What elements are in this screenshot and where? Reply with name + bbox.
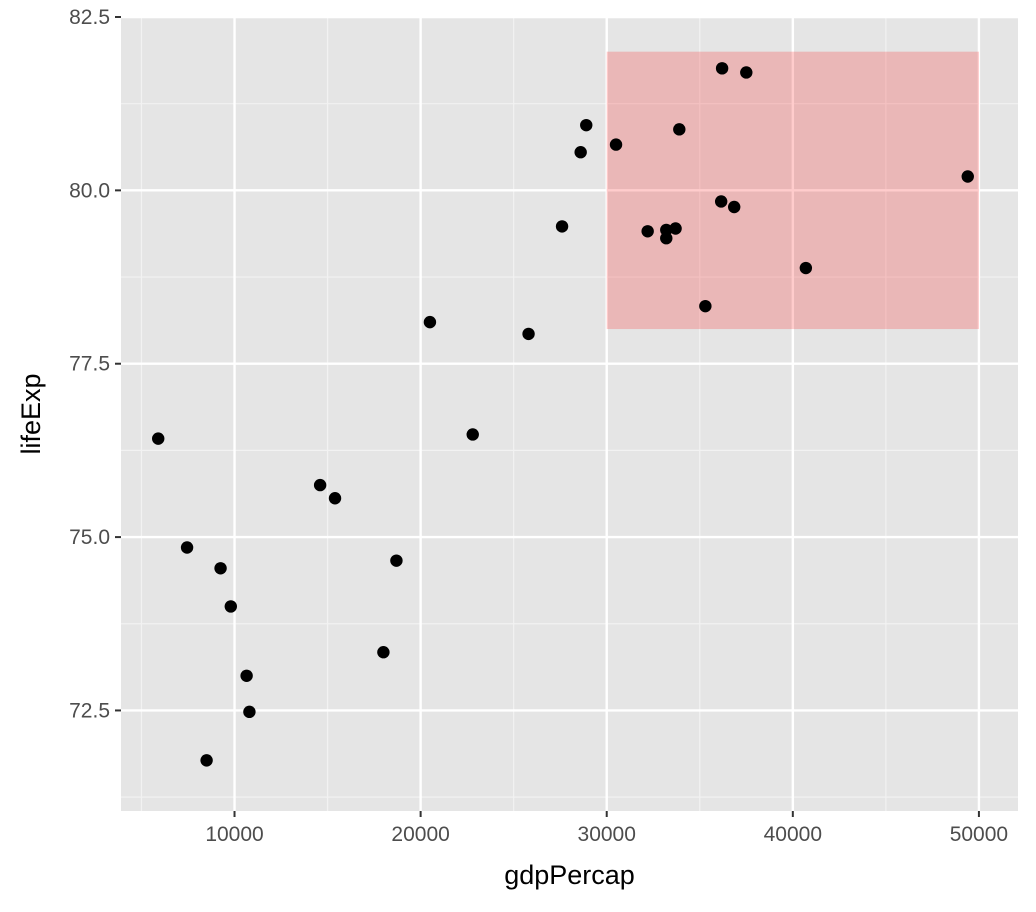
data-point bbox=[152, 432, 165, 445]
data-point bbox=[961, 170, 974, 183]
data-point bbox=[240, 669, 253, 682]
x-tick-label: 40000 bbox=[764, 823, 822, 846]
highlight-region-group bbox=[606, 51, 979, 330]
data-point bbox=[522, 327, 535, 341]
data-point bbox=[740, 66, 753, 79]
data-point bbox=[313, 478, 327, 492]
y-tick-label: 77.5 bbox=[69, 353, 110, 376]
minor-gridlines bbox=[121, 17, 1018, 811]
x-axis: 10000 20000 30000 40000 50000 bbox=[205, 811, 1008, 846]
data-point bbox=[224, 600, 237, 613]
data-point bbox=[555, 220, 569, 233]
y-tick-label: 82.5 bbox=[69, 6, 110, 29]
major-gridlines bbox=[121, 15, 1018, 811]
data-point bbox=[609, 138, 623, 151]
data-point bbox=[328, 492, 342, 505]
data-point bbox=[466, 428, 479, 441]
data-point bbox=[715, 62, 729, 75]
data-point bbox=[660, 232, 673, 245]
y-axis: 72.5 75.0 77.5 80.0 82.5 bbox=[69, 6, 121, 722]
data-point bbox=[214, 562, 227, 575]
data-point bbox=[200, 754, 213, 767]
plot-panel bbox=[121, 17, 1018, 811]
data-point bbox=[243, 705, 256, 719]
data-point bbox=[799, 261, 813, 275]
x-axis-title: gdpPercap bbox=[504, 860, 635, 890]
data-point bbox=[423, 315, 437, 329]
data-point bbox=[574, 146, 587, 159]
data-point bbox=[180, 541, 194, 554]
x-tick-label: 30000 bbox=[578, 823, 636, 846]
x-tick-label: 10000 bbox=[205, 823, 263, 846]
data-point bbox=[727, 200, 741, 214]
data-point bbox=[390, 554, 403, 567]
data-points bbox=[152, 62, 974, 767]
data-point bbox=[673, 123, 686, 136]
y-tick-label: 80.0 bbox=[69, 179, 110, 202]
y-tick-label: 75.0 bbox=[69, 526, 110, 549]
highlight-region bbox=[606, 51, 979, 330]
data-point bbox=[641, 225, 654, 238]
x-tick-label: 50000 bbox=[950, 823, 1008, 846]
data-point bbox=[669, 222, 682, 235]
x-tick-label: 20000 bbox=[391, 823, 449, 846]
data-point bbox=[377, 646, 390, 659]
data-point bbox=[699, 299, 712, 313]
y-tick-label: 72.5 bbox=[69, 699, 110, 722]
y-axis-title: lifeExp bbox=[16, 373, 46, 454]
data-point bbox=[714, 195, 728, 208]
data-point bbox=[580, 118, 593, 132]
